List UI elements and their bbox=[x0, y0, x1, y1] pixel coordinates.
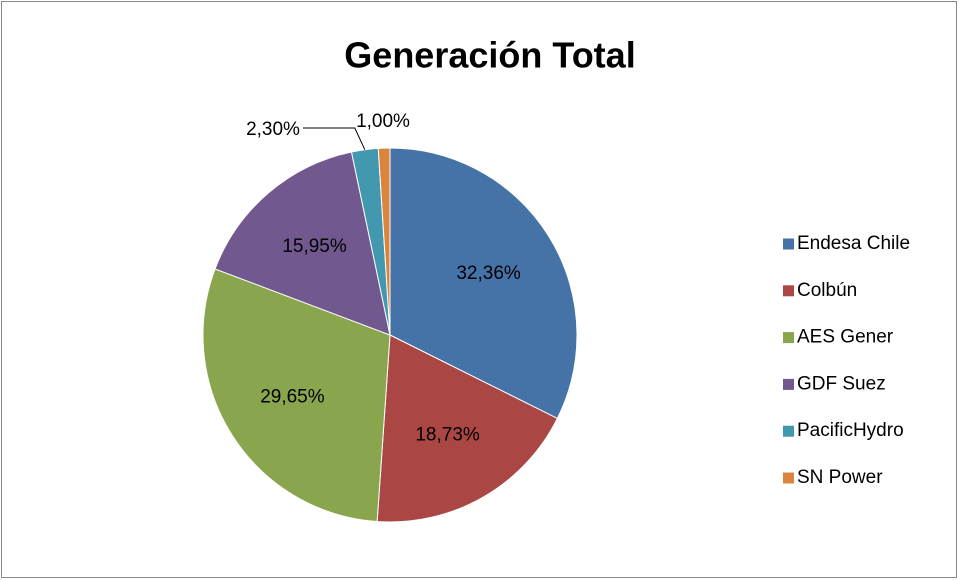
data-label: 18,73% bbox=[415, 425, 480, 446]
chart-title: Generación Total bbox=[344, 35, 635, 76]
data-label: 1,00% bbox=[356, 111, 410, 132]
legend-swatch bbox=[783, 332, 794, 344]
legend-label: Endesa Chile bbox=[797, 233, 910, 254]
data-label: 15,95% bbox=[282, 236, 347, 257]
legend-swatch bbox=[783, 425, 794, 437]
legend-label: GDF Suez bbox=[797, 373, 886, 394]
legend-swatch bbox=[783, 378, 794, 390]
legend-label: Colbún bbox=[797, 280, 857, 301]
pie-slice bbox=[214, 151, 391, 336]
legend-label: PacificHydro bbox=[797, 420, 904, 441]
pie-slice bbox=[377, 147, 391, 336]
pie-slice bbox=[389, 147, 578, 420]
legend-swatch bbox=[783, 472, 794, 484]
data-label: 32,36% bbox=[456, 263, 521, 284]
pie-slice bbox=[376, 334, 559, 523]
legend-swatch bbox=[783, 285, 794, 297]
data-label: 2,30% bbox=[246, 119, 300, 140]
leader-line bbox=[303, 127, 366, 150]
legend-label: SN Power bbox=[797, 467, 883, 488]
legend-swatch bbox=[783, 238, 794, 250]
data-label: 29,65% bbox=[260, 387, 325, 408]
legend-label: AES Gener bbox=[797, 327, 894, 348]
pie-slice bbox=[202, 268, 391, 523]
